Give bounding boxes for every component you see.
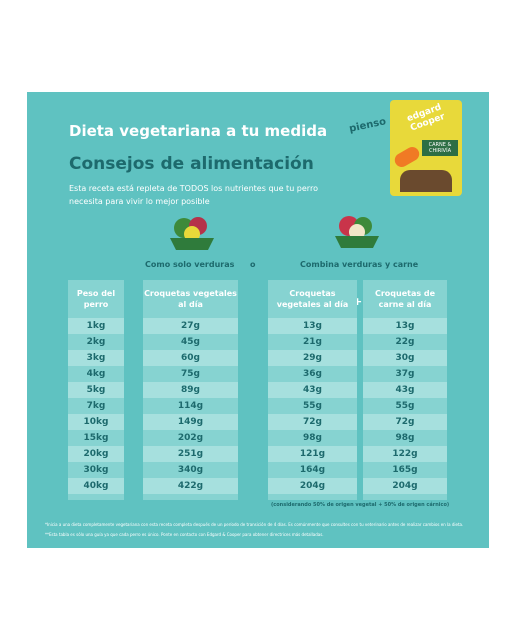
row-stripe — [363, 318, 447, 334]
table-cell: 13g — [303, 321, 322, 331]
footnote: **Esta tabla es sólo una guía ya que cad… — [45, 532, 324, 537]
product-label: pienso — [348, 116, 388, 135]
table-cell: 75g — [181, 369, 200, 379]
table-cell: 251g — [177, 449, 204, 459]
table-cell: 4kg — [86, 369, 106, 379]
column-header: Croquetas de carne al día — [374, 289, 436, 309]
bowl-icon — [170, 217, 214, 250]
table-cell: 22g — [395, 337, 415, 347]
row-stripe — [363, 478, 447, 494]
table-cell: 37g — [395, 369, 415, 379]
table-cell: 30kg — [83, 465, 109, 475]
table-cell: 204g — [392, 481, 418, 491]
row-stripe — [268, 478, 357, 494]
table-cell: 15kg — [83, 433, 109, 443]
row-stripe — [268, 446, 357, 462]
row-stripe — [268, 350, 357, 366]
row-stripe — [143, 318, 238, 334]
row-stripe — [143, 446, 238, 462]
row-stripe — [363, 446, 447, 462]
section-label: Como solo verduras — [145, 260, 235, 269]
table-cell: 202g — [177, 433, 204, 443]
table-cell: 114g — [177, 401, 204, 411]
bowl-icon — [335, 216, 379, 248]
plus-sign: + — [353, 295, 363, 308]
table-cell: 43g — [395, 385, 415, 395]
table-cell: 1kg — [86, 321, 106, 331]
table-cell: 72g — [303, 417, 322, 427]
column-header: Croquetas vegetales al día — [144, 289, 237, 309]
table-cell: 40kg — [83, 481, 109, 491]
or-label: o — [250, 260, 256, 269]
table-cell: 98g — [395, 433, 415, 443]
table-cell: 45g — [181, 337, 200, 347]
table-cell: 3kg — [86, 353, 106, 363]
table-cell: 20kg — [83, 449, 109, 459]
carrot — [392, 144, 422, 170]
row-stripe — [68, 350, 124, 366]
product: edgard Cooper CARNE & CHIRIVÍA — [390, 100, 462, 196]
table-cell: 165g — [392, 465, 418, 475]
section-label: Combina verduras y carne — [300, 260, 419, 269]
column-header: Croquetas vegetales al día — [276, 289, 349, 309]
table-cell: 30g — [395, 353, 415, 363]
table-cell: 13g — [395, 321, 415, 331]
row-stripe — [68, 446, 124, 462]
table-cell: 21g — [303, 337, 322, 347]
product-brand: edgard Cooper — [405, 102, 447, 134]
row-stripe — [143, 382, 238, 398]
title: Dieta vegetariana a tu medida — [69, 122, 328, 140]
table-cell: 89g — [181, 385, 200, 395]
row-stripe — [68, 382, 124, 398]
table-cell: 60g — [181, 353, 200, 363]
row-stripe — [363, 382, 447, 398]
table-cell: 422g — [177, 481, 204, 491]
panel: Dieta vegetariana a tu medida Consejos d… — [27, 92, 489, 548]
description: Esta receta está repleta de TODOS los nu… — [69, 184, 318, 206]
table-cell: 27g — [181, 321, 200, 331]
table-cell: 36g — [303, 369, 322, 379]
footnote: *Inicia a una dieta completamente vegeta… — [45, 522, 464, 527]
table-cell: 5kg — [86, 385, 106, 395]
table-cell: 122g — [392, 449, 418, 459]
row-stripe — [363, 414, 447, 430]
table-cell: 149g — [177, 417, 204, 427]
table-cell: 10kg — [83, 417, 109, 427]
row-stripe — [143, 414, 238, 430]
row-stripe — [68, 478, 124, 494]
row-stripe — [143, 478, 238, 494]
table-cell: 204g — [299, 481, 326, 491]
row-stripe — [143, 350, 238, 366]
row-stripe — [363, 350, 447, 366]
table-cell: 55g — [303, 401, 322, 411]
column-header: Peso del perro — [76, 289, 116, 309]
table-cell: 121g — [299, 449, 326, 459]
row-stripe — [268, 318, 357, 334]
table-cell: 72g — [395, 417, 415, 427]
row-stripe — [68, 414, 124, 430]
row-stripe — [68, 318, 124, 334]
row-stripe — [268, 414, 357, 430]
table-cell: 2kg — [86, 337, 106, 347]
product-name: CARNE & CHIRIVÍA — [422, 140, 458, 156]
table-cell: 340g — [177, 465, 204, 475]
table-cell: 164g — [299, 465, 326, 475]
table-cell: 43g — [303, 385, 322, 395]
table-cell: 29g — [303, 353, 322, 363]
subtitle: Consejos de alimentación — [69, 154, 314, 174]
dogs — [400, 170, 452, 192]
table-cell: 98g — [303, 433, 322, 443]
table-cell: 7kg — [86, 401, 106, 411]
table-cell: 55g — [395, 401, 415, 411]
table-note: (considerando 50% de origen vegetal + 50… — [271, 502, 450, 508]
row-stripe — [268, 382, 357, 398]
